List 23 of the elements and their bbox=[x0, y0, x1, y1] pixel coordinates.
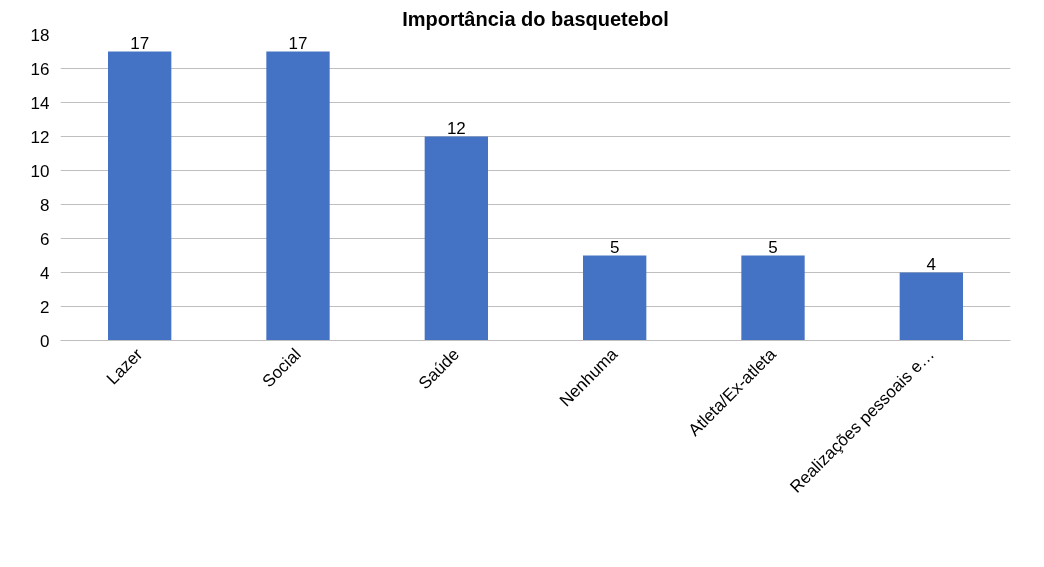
y-tick-label: 18 bbox=[30, 25, 50, 45]
data-label: 4 bbox=[926, 254, 937, 274]
y-tick-label: 0 bbox=[40, 331, 50, 351]
bar bbox=[583, 255, 647, 341]
bar bbox=[424, 136, 488, 341]
bar bbox=[108, 51, 172, 341]
y-tick-label: 10 bbox=[30, 161, 50, 181]
chart-title: Importância do basquetebol bbox=[402, 7, 669, 30]
data-label: 17 bbox=[288, 33, 308, 53]
bar bbox=[741, 255, 805, 341]
y-tick-label: 14 bbox=[30, 93, 50, 113]
bar bbox=[899, 272, 963, 341]
data-label: 5 bbox=[768, 237, 778, 257]
y-tick-label: 12 bbox=[30, 127, 50, 147]
y-tick-label: 4 bbox=[40, 263, 50, 283]
y-tick-label: 8 bbox=[40, 195, 50, 215]
bar bbox=[266, 51, 330, 341]
y-tick-label: 2 bbox=[40, 297, 50, 317]
data-label: 12 bbox=[446, 118, 466, 138]
y-tick-label: 16 bbox=[30, 59, 50, 79]
data-label: 17 bbox=[130, 33, 150, 53]
y-tick-label: 6 bbox=[40, 229, 50, 249]
data-label: 5 bbox=[609, 237, 620, 257]
